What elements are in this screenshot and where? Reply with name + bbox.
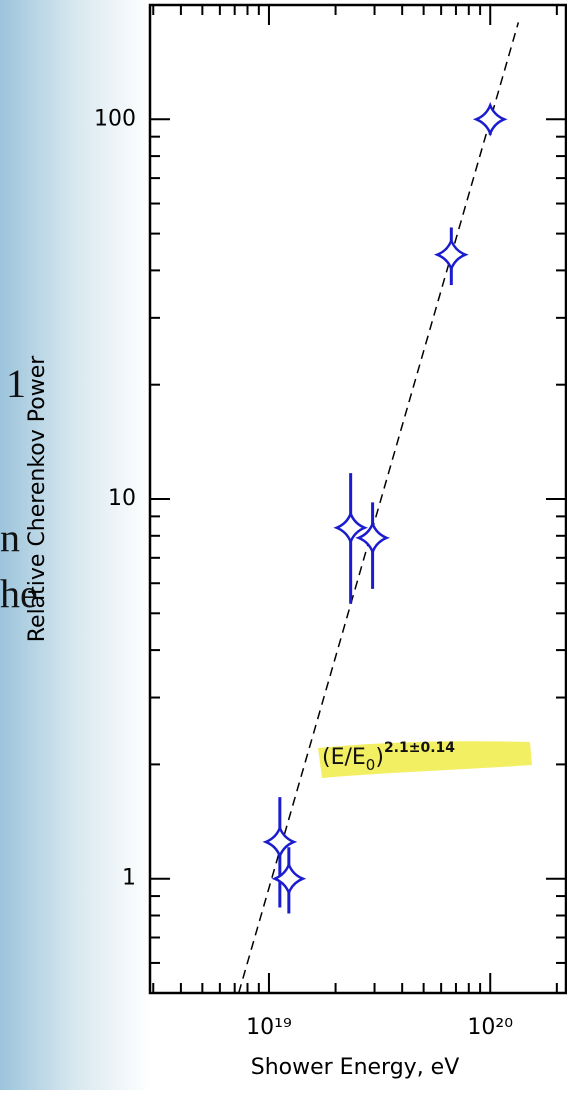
background-photo <box>0 0 150 1090</box>
x-tick-label: 10¹⁹ <box>246 1015 292 1040</box>
highlight <box>318 741 532 778</box>
star-marker <box>262 824 298 860</box>
star-marker <box>433 237 469 273</box>
star-marker <box>333 510 369 546</box>
plot-frame <box>148 3 567 995</box>
x-axis-title: Shower Energy, eV <box>251 1055 460 1080</box>
annotation-subscript: 0 <box>366 756 376 774</box>
fit-line <box>237 22 520 994</box>
annotation-text: ) <box>375 745 384 770</box>
y-tick-label: 10 <box>108 486 136 511</box>
y-axis-title: Relative Cherenkov Power <box>25 355 50 642</box>
y-tick-label: 1 <box>122 866 136 891</box>
slide-text: 1 <box>6 361 26 406</box>
slide-text: n <box>0 515 20 560</box>
annotation-exponent: 2.1±0.14 <box>384 740 455 756</box>
star-marker <box>472 101 508 137</box>
star-marker <box>355 520 390 556</box>
annotation-text: (E/E <box>322 745 366 770</box>
annotation: (E/E0)2.1±0.14 <box>322 740 455 774</box>
slide-text: he <box>0 571 38 616</box>
star-marker <box>271 861 307 897</box>
x-tick-label: 10²⁰ <box>467 1015 513 1040</box>
y-tick-label: 100 <box>94 106 136 131</box>
